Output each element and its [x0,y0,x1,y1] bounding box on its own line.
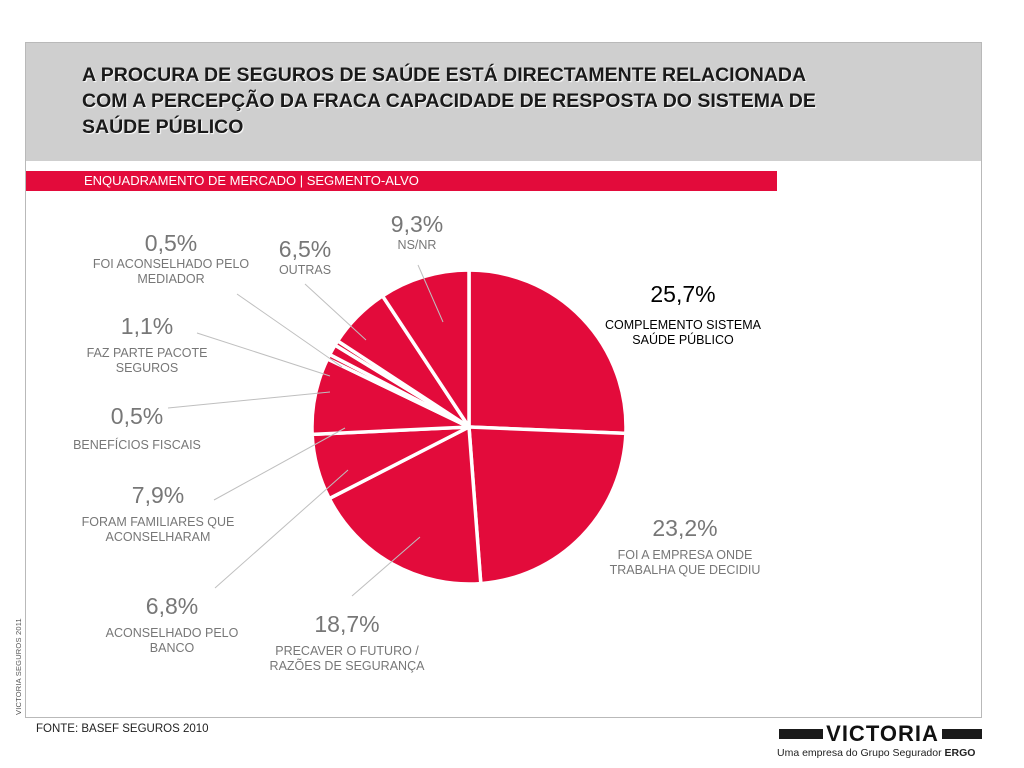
slice-label: 18,7% PRECAVER O FUTURO / RAZÕES DE SEGUR… [252,610,442,674]
slice-description: BENEFÍCIOS FISCAIS [73,438,201,452]
pie-slice [327,425,483,586]
pie-slice [380,268,471,429]
logo-tagline-text: Uma empresa do Grupo Segurador [777,747,942,759]
logo-tagline-brand: ERGO [944,747,976,759]
slice-percent: 18,7% [314,611,380,637]
slice-description: FOI A EMPRESA ONDE TRABALHA QUE DECIDIU [609,548,761,577]
logo-tagline: Uma empresa do Grupo Segurador ERGO [777,747,975,759]
victoria-logo: VICTORIA Uma empresa do Grupo Segurador … [776,722,984,762]
slice-percent: 0,5% [144,230,198,256]
logo-wordmark: VICTORIA [826,721,939,746]
slice-label: 6,8% ACONSELHADO PELO BANCO [97,592,247,656]
logo-band-right [942,729,982,739]
logo-band-left [779,729,823,739]
slice-percent: 23,2% [652,515,718,541]
title-banner [26,43,981,161]
slice-description: FOI ACONSELHADO PELO MEDIADOR [92,257,250,286]
slice-label: 0,5% BENEFÍCIOS FISCAIS [57,402,217,453]
slice-label: 25,7% COMPLEMENTO SISTEMA SAÚDE PÚBLICO [588,280,778,348]
slice-label: 9,3% NS/NR [362,210,472,253]
leader-line [213,427,346,501]
slice-label: 7,9% FORAM FAMILIARES QUE ACONSELHARAM [77,481,239,545]
slice-percent: 25,7% [650,281,716,307]
leader-line [167,391,331,409]
slice-percent: 6,8% [145,593,199,619]
leader-line [236,293,343,368]
slice-percent: 7,9% [131,482,185,508]
slice-description: COMPLEMENTO SISTEMA SAÚDE PÚBLICO [604,318,762,347]
slice-label: 1,1% FAZ PARTE PACOTE SEGUROS [62,312,232,376]
leader-line [304,283,367,341]
slice-percent: 9,3% [390,211,444,237]
leader-line [196,332,331,377]
leader-line [417,264,444,323]
side-caption: VICTORIA SEGUROS 2011 [14,618,23,715]
slice-description: FAZ PARTE PACOTE SEGUROS [86,346,208,375]
slice-percent: 6,5% [278,236,332,262]
leader-line [214,469,349,589]
pie-slice [467,425,628,586]
slice-percent: 1,1% [120,313,174,339]
section-bar [26,171,777,191]
slice-label: 0,5% FOI ACONSELHADO PELO MEDIADOR [90,229,252,287]
slice-description: FORAM FAMILIARES QUE ACONSELHARAM [81,515,235,544]
section-subtitle: ENQUADRAMENTO DE MERCADO | SEGMENTO-ALVO [84,173,419,188]
source-note: FONTE: BASEF SEGUROS 2010 [36,723,209,735]
slide-title: A PROCURA DE SEGUROS DE SAÚDE ESTÁ DIREC… [82,64,816,138]
pie-slice [467,268,628,436]
slice-label: 23,2% FOI A EMPRESA ONDE TRABALHA QUE DEC… [585,514,785,578]
slice-percent: 0,5% [110,403,164,429]
slice-description: NS/NR [397,238,437,252]
slice-label: 6,5% OUTRAS [255,235,355,278]
leader-line [351,536,421,597]
slice-description: PRECAVER O FUTURO / RAZÕES DE SEGURANÇA [269,644,425,673]
slice-description: OUTRAS [278,263,332,277]
slice-description: ACONSELHADO PELO BANCO [105,626,239,655]
